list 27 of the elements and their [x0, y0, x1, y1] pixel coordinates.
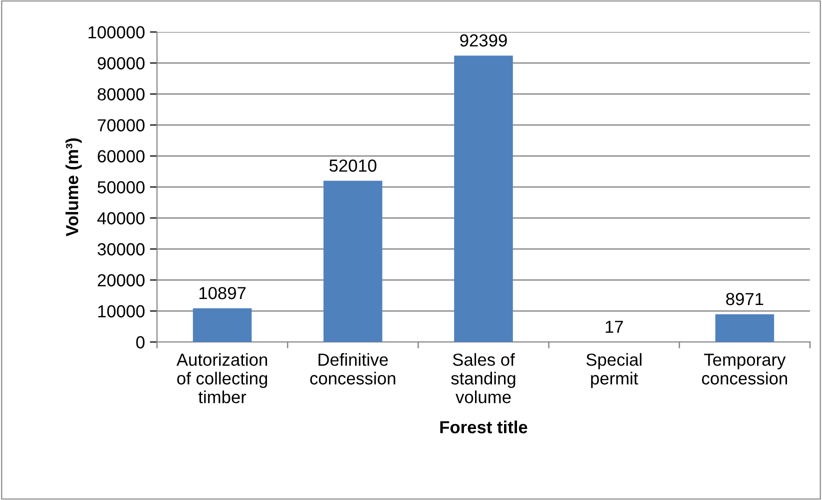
x-tick-label: Temporary concession: [702, 354, 788, 385]
x-tick-label: Definitive concession: [310, 353, 396, 385]
x-tick-label: Special permit: [586, 353, 642, 388]
y-axis-title: Volume (m³): [66, 138, 82, 236]
y-tick-label: 0: [136, 336, 145, 348]
data-label: 92399: [460, 34, 507, 47]
y-tick-label: 90000: [98, 57, 145, 70]
y-tick-label: 20000: [98, 274, 145, 286]
data-label: 17: [606, 320, 623, 333]
data-label: 52010: [329, 159, 376, 172]
bar: [715, 314, 774, 342]
bar: [192, 308, 252, 342]
y-tick-label: 40000: [97, 212, 145, 224]
data-label: 10897: [199, 286, 246, 300]
x-tick-label: Autorization of collecting timber: [176, 353, 268, 404]
y-tick-label: 10000: [98, 305, 145, 318]
y-tick-label: 70000: [98, 119, 145, 132]
y-tick-label: 60000: [98, 150, 145, 162]
y-tick-label: 80000: [98, 88, 145, 100]
y-tick-label: 30000: [98, 243, 145, 256]
y-tick-label: 100000: [88, 26, 145, 38]
x-axis-title: Forest title: [440, 420, 528, 434]
bar: [324, 180, 382, 342]
y-tick-label: 50000: [98, 181, 145, 194]
data-label: 8971: [726, 292, 764, 306]
bar: [454, 56, 513, 342]
x-tick-label: Sales of standing volume: [451, 353, 516, 404]
